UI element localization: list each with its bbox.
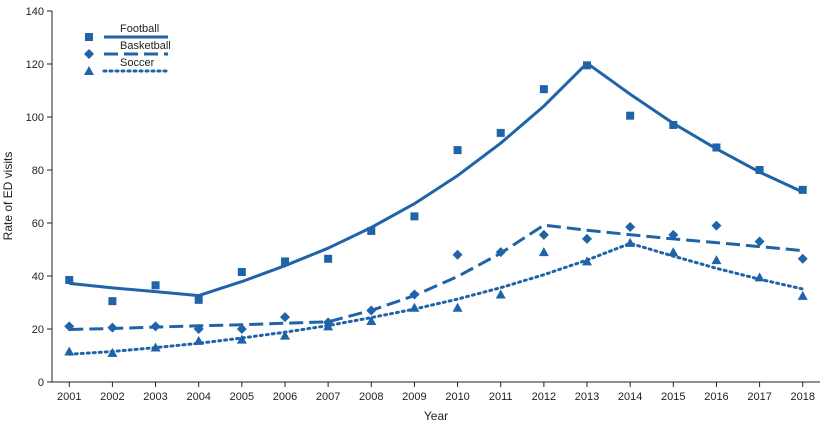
legend-label-basketball: Basketball	[120, 40, 171, 52]
x-tick-label: 2007	[316, 391, 340, 403]
x-tick-label: 2018	[790, 391, 814, 403]
x-tick-label: 2002	[100, 391, 124, 403]
x-tick-label: 2015	[661, 391, 685, 403]
football-point	[798, 185, 807, 194]
x-tick-label: 2016	[704, 391, 728, 403]
soccer-point	[193, 335, 204, 345]
basketball-point	[150, 321, 161, 332]
football-point	[280, 257, 289, 266]
football-point	[755, 166, 764, 174]
football-point	[237, 268, 246, 277]
x-tick-label: 2008	[359, 391, 383, 403]
y-tick-label: 120	[26, 59, 44, 71]
basketball-point	[409, 289, 420, 300]
football-point	[496, 128, 505, 137]
football-point	[65, 275, 74, 284]
soccer-point	[754, 272, 765, 282]
basketball-point	[495, 247, 506, 258]
soccer-point	[582, 256, 593, 266]
y-axis-title: Rate of ED visits	[1, 152, 15, 241]
legend-marker-basketball	[84, 49, 94, 59]
basketball-point	[193, 324, 204, 334]
trend-line-soccer	[67, 241, 805, 356]
x-tick-label: 2004	[186, 391, 210, 403]
x-tick-label: 2014	[618, 391, 642, 403]
x-tick-label: 2010	[445, 391, 469, 403]
soccer-point	[107, 347, 118, 357]
y-tick-label: 140	[26, 6, 44, 18]
x-tick-label: 2006	[273, 391, 297, 403]
football-point	[324, 254, 333, 263]
football-point	[410, 212, 419, 221]
football-point	[194, 295, 203, 304]
basketball-point	[754, 236, 765, 247]
x-tick-label: 2013	[575, 391, 599, 403]
basketball-point	[366, 305, 377, 316]
football-point	[626, 111, 635, 120]
football-point	[669, 120, 678, 129]
x-tick-label: 2003	[143, 391, 167, 403]
soccer-point	[150, 342, 161, 352]
y-axis-ticks: 0 20 40 60 80 100 120 140	[26, 6, 52, 389]
soccer-point	[495, 289, 506, 299]
legend-label-football: Football	[120, 23, 159, 35]
soccer-point	[538, 247, 549, 257]
soccer-point	[711, 255, 722, 265]
trend-lines	[67, 61, 805, 356]
basketball-point	[538, 229, 549, 240]
soccer-point	[279, 330, 290, 340]
legend: Football Basketball Soccer	[84, 23, 171, 75]
football-point	[583, 61, 592, 70]
football-point	[151, 281, 160, 290]
y-tick-label: 60	[32, 218, 44, 230]
basketball-point	[107, 322, 118, 333]
soccer-point	[668, 247, 679, 257]
soccer-point	[797, 290, 808, 300]
y-tick-label: 40	[32, 271, 44, 283]
x-tick-label: 2017	[747, 391, 771, 403]
y-tick-label: 0	[38, 377, 44, 389]
x-axis-title: Year	[424, 409, 448, 423]
soccer-point	[625, 237, 636, 247]
data-markers	[64, 61, 808, 357]
football-point	[453, 146, 462, 155]
football-point	[539, 85, 548, 94]
soccer-point	[236, 334, 247, 344]
x-tick-label: 2009	[402, 391, 426, 403]
basketball-point	[625, 221, 636, 232]
x-axis-ticks: 2001 2002 2003 2004 2005 2006 2007 2008 2009 2010…	[57, 382, 815, 403]
legend-marker-football	[85, 33, 93, 41]
soccer-point	[366, 316, 377, 326]
basketball-point	[64, 321, 75, 332]
trend-line-basketball	[69, 223, 803, 331]
football-point	[108, 297, 117, 306]
basketball-point	[452, 249, 463, 260]
soccer-point	[452, 302, 463, 312]
x-tick-label: 2001	[57, 391, 81, 403]
football-point	[712, 143, 721, 152]
trend-line-football	[69, 61, 804, 298]
x-tick-label: 2011	[489, 391, 513, 403]
x-tick-label: 2005	[230, 391, 254, 403]
soccer-point	[409, 302, 420, 312]
soccer-point	[64, 346, 75, 356]
y-tick-label: 100	[26, 112, 44, 124]
soccer-point	[323, 321, 334, 331]
football-point	[367, 226, 376, 235]
legend-marker-soccer	[84, 66, 94, 75]
basketball-point	[797, 253, 808, 264]
basketball-point	[236, 324, 247, 334]
y-tick-label: 20	[32, 324, 44, 336]
basketball-point	[582, 233, 593, 244]
y-tick-label: 80	[32, 165, 44, 177]
x-tick-label: 2012	[532, 391, 556, 403]
basketball-point	[711, 220, 722, 231]
basketball-point	[279, 312, 290, 323]
legend-label-soccer: Soccer	[120, 57, 155, 69]
basketball-point	[668, 229, 679, 240]
